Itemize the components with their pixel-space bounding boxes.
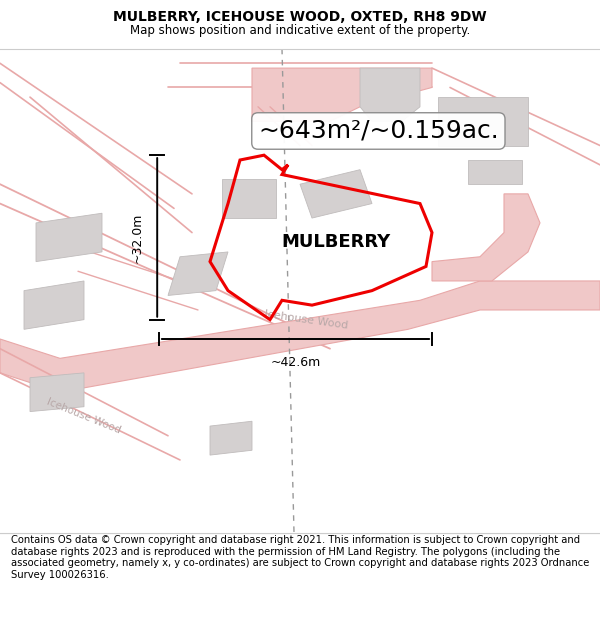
Text: Icehouse Wood: Icehouse Wood — [46, 397, 122, 436]
Polygon shape — [168, 252, 228, 296]
Polygon shape — [252, 68, 432, 121]
Polygon shape — [300, 169, 372, 218]
Polygon shape — [222, 179, 276, 218]
Polygon shape — [468, 160, 522, 184]
Text: MULBERRY: MULBERRY — [281, 233, 391, 251]
Polygon shape — [0, 281, 600, 392]
Polygon shape — [36, 213, 102, 262]
Text: Contains OS data © Crown copyright and database right 2021. This information is : Contains OS data © Crown copyright and d… — [11, 535, 589, 580]
Polygon shape — [432, 194, 540, 281]
Text: ~42.6m: ~42.6m — [271, 356, 320, 369]
Text: MULBERRY, ICEHOUSE WOOD, OXTED, RH8 9DW: MULBERRY, ICEHOUSE WOOD, OXTED, RH8 9DW — [113, 10, 487, 24]
Text: ~643m²/~0.159ac.: ~643m²/~0.159ac. — [258, 119, 499, 143]
Polygon shape — [360, 68, 420, 121]
Text: ~32.0m: ~32.0m — [131, 213, 144, 262]
Polygon shape — [210, 421, 252, 455]
Text: Icehouse Wood: Icehouse Wood — [263, 309, 349, 331]
Polygon shape — [24, 281, 84, 329]
Polygon shape — [438, 97, 528, 146]
Polygon shape — [30, 373, 84, 411]
Text: Map shows position and indicative extent of the property.: Map shows position and indicative extent… — [130, 24, 470, 36]
